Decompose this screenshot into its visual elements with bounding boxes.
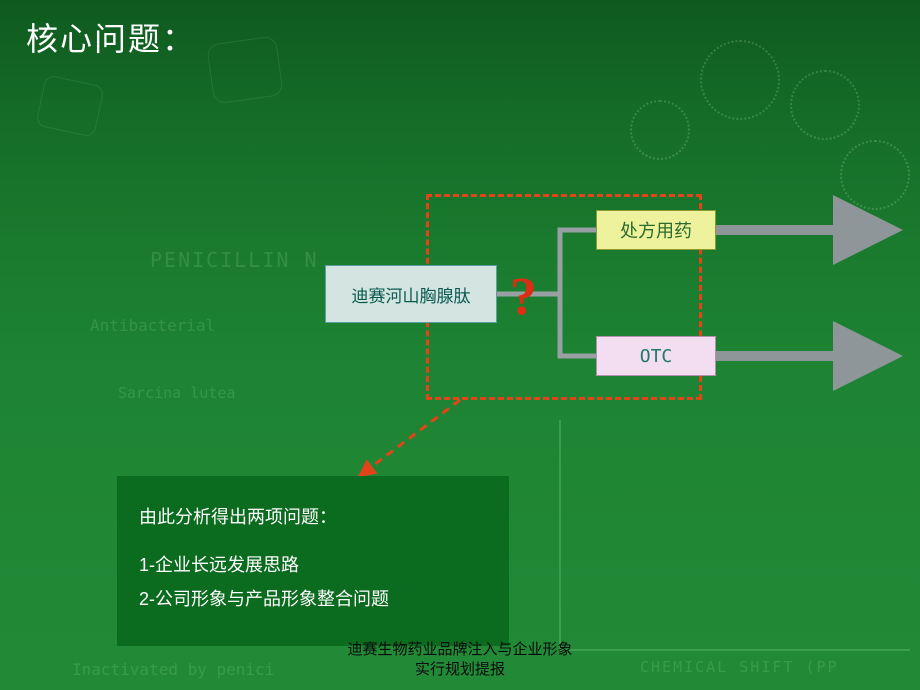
bg-molecule xyxy=(35,74,105,137)
conclusion-item: 1-企业长远发展思路 xyxy=(139,548,487,582)
node-product: 迪赛河山胸腺肽 xyxy=(325,265,497,323)
question-mark-icon: ? xyxy=(510,265,537,327)
bg-globe-icon xyxy=(790,70,860,140)
slide-footer: 迪赛生物药业品牌注入与企业形象 实行规划提报 xyxy=(0,640,920,681)
conclusion-item: 2-公司形象与产品形象整合问题 xyxy=(139,582,487,616)
conclusion-box: 由此分析得出两项问题： 1-企业长远发展思路 2-公司形象与产品形象整合问题 xyxy=(117,476,509,646)
node-otc: OTC xyxy=(596,336,716,376)
slide-canvas: PENICILLIN N Antibacterial Sarcina lutea… xyxy=(0,0,920,690)
bg-label: Sarcina lutea xyxy=(118,384,235,402)
bg-label: PENICILLIN N xyxy=(150,248,319,272)
bg-label: Antibacterial xyxy=(90,316,215,335)
bg-globe-icon xyxy=(700,40,780,120)
footer-line: 迪赛生物药业品牌注入与企业形象 xyxy=(0,640,920,660)
slide-title: 核心问题： xyxy=(26,14,196,60)
bg-molecule xyxy=(206,35,284,104)
bg-globe-icon xyxy=(840,140,910,210)
bg-globe-icon xyxy=(630,100,690,160)
conclusion-lead: 由此分析得出两项问题： xyxy=(139,500,487,534)
footer-line: 实行规划提报 xyxy=(0,660,920,680)
node-prescription: 处方用药 xyxy=(596,210,716,250)
